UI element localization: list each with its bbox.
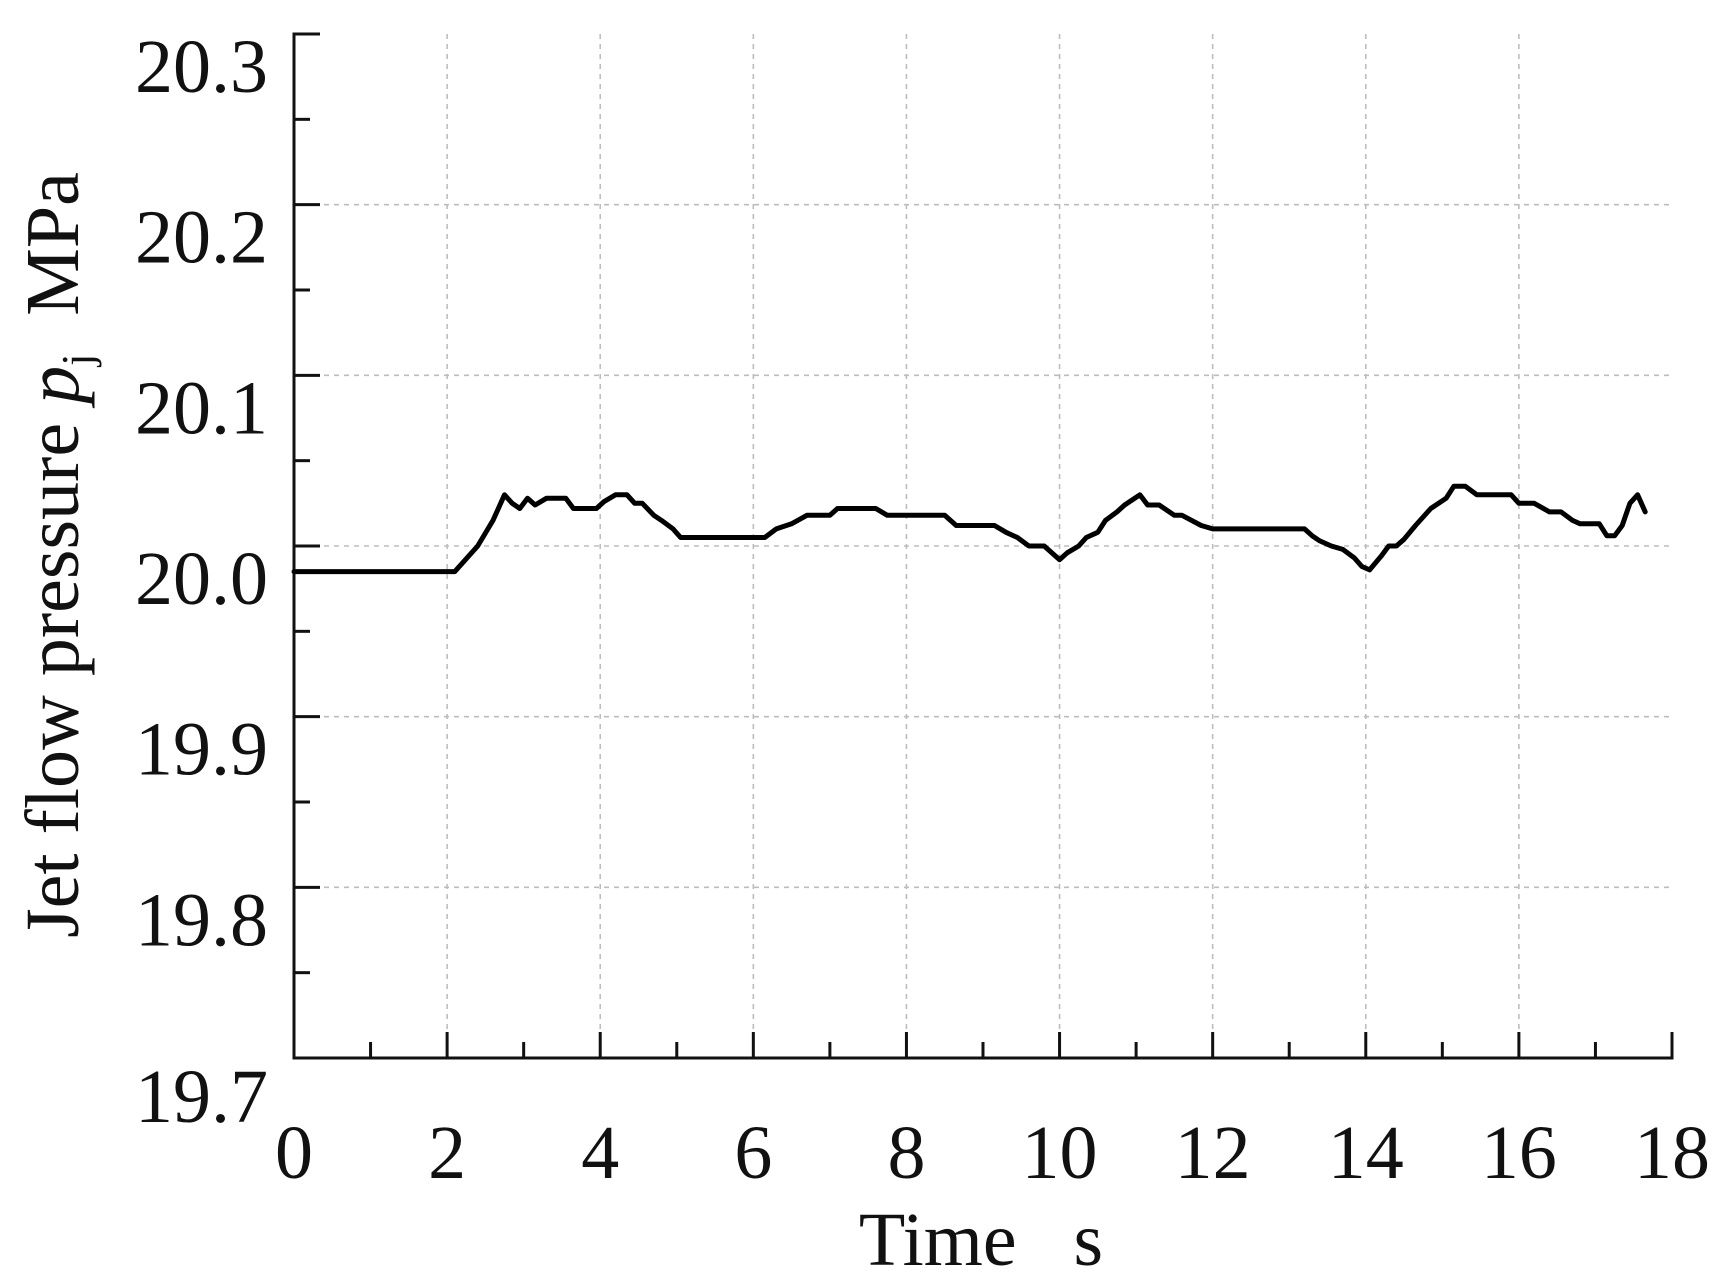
x-tick-labels: 0 2 4 6 8 10 12 14 16 18: [275, 1111, 1710, 1195]
x-tick-label: 0: [275, 1111, 313, 1195]
y-tick-label: 19.7: [135, 1055, 268, 1139]
y-tick-label: 19.8: [135, 878, 268, 962]
series-line: [291, 483, 1648, 575]
x-tick-label: 4: [581, 1111, 619, 1195]
y-axis-title-symbol: p: [11, 366, 95, 409]
y-tick-label: 19.9: [135, 708, 268, 792]
y-axis-title-prefix: Jet flow pressure: [11, 404, 95, 938]
y-tick-label: 20.0: [135, 537, 268, 621]
y-axis-title-unit: MPa: [11, 172, 95, 354]
x-tick-label: 6: [734, 1111, 772, 1195]
x-tick-label: 10: [1022, 1111, 1098, 1195]
x-tick-label: 18: [1634, 1111, 1710, 1195]
y-axis-title: Jet flow pressure pj MPa: [11, 172, 102, 938]
grid: [294, 34, 1672, 1058]
y-tick-label: 20.2: [135, 196, 268, 280]
y-axis-title-subscript: j: [53, 354, 102, 368]
x-tick-label: 8: [887, 1111, 925, 1195]
tick-marks: [292, 32, 1674, 1060]
series-group: [291, 483, 1648, 575]
x-tick-label: 2: [428, 1111, 466, 1195]
x-tick-label: 12: [1175, 1111, 1251, 1195]
y-tick-labels: 19.7 19.8 19.9 20.0 20.1 20.2 20.3: [135, 25, 268, 1139]
x-tick-label: 16: [1481, 1111, 1557, 1195]
x-tick-label: 14: [1328, 1111, 1404, 1195]
y-tick-label: 20.1: [135, 366, 268, 450]
y-tick-label: 20.3: [135, 25, 268, 109]
x-axis-title: Time s: [859, 1198, 1103, 1282]
